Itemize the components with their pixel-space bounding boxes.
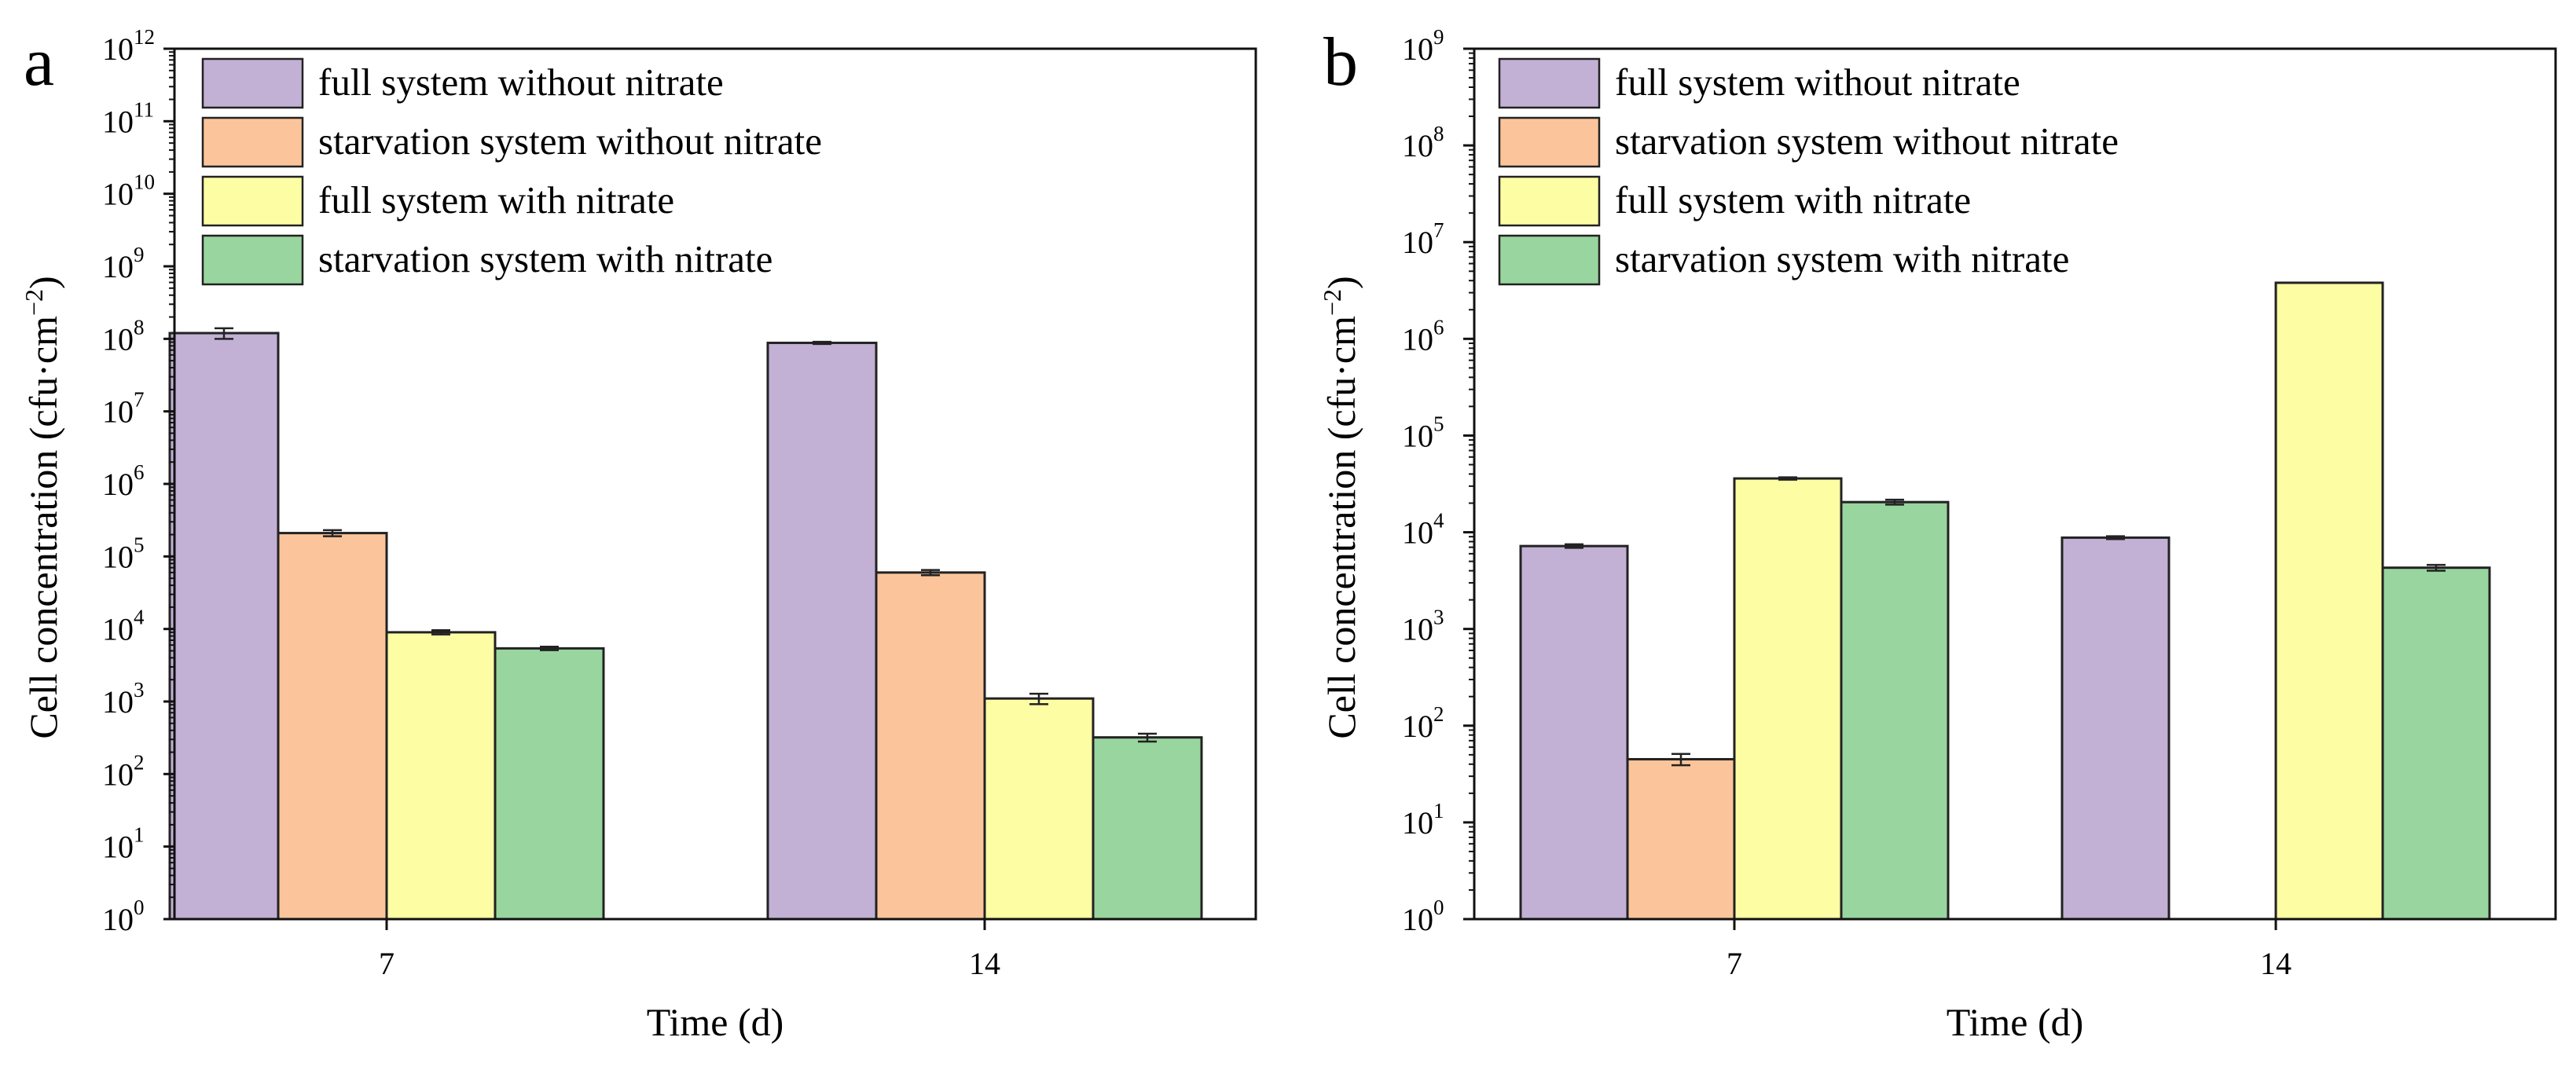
error-bar (431, 629, 450, 636)
bar-2-7 (1626, 757, 1736, 921)
panel-letter: b (1323, 24, 1358, 101)
bar-2-7 (277, 532, 388, 921)
error-bar (2427, 563, 2446, 572)
error-bar (1565, 543, 1583, 549)
legend-label: starvation system with nitrate (318, 237, 772, 280)
bar-4-14 (2381, 566, 2491, 921)
y-tick-label: 108 (102, 315, 145, 357)
y-tick-label: 106 (1402, 315, 1444, 357)
legend-label: starvation system without nitrate (1615, 119, 2119, 163)
y-tick-label: 106 (102, 460, 145, 502)
legend-label: full system without nitrate (1615, 60, 2020, 104)
bar-1-7 (168, 332, 280, 921)
y-tick-label: 101 (1402, 799, 1444, 841)
y-tick-label: 105 (102, 533, 145, 574)
y-tick-label: 101 (102, 823, 145, 865)
y-tick-label: 1012 (102, 25, 155, 67)
legend-swatch (1498, 175, 1601, 227)
panel-a: a 100 101 102 103 104 105 106 107 108 109 1010 1011 1… (20, 24, 1257, 1044)
bar-3-7 (1733, 477, 1843, 921)
y-tick-label: 100 (1402, 896, 1444, 937)
y-tick-label: 107 (102, 388, 145, 430)
bar-3-14 (983, 697, 1095, 921)
bar-4-7 (1840, 500, 1950, 921)
y-tick-label: 105 (1402, 412, 1444, 453)
y-tick-label: 109 (1402, 25, 1444, 67)
legend-label: full system with nitrate (318, 178, 674, 222)
error-bar (1778, 476, 1797, 481)
panel-b: b 100 101 102 103 104 105 106 107 108 109 7 14 Time (… (1318, 24, 2557, 1044)
x-tick-label: 7 (379, 946, 394, 981)
bar-3-14 (2274, 281, 2384, 921)
bar-2-14 (875, 571, 986, 921)
y-tick-label: 103 (102, 678, 145, 720)
legend-swatch (1498, 234, 1601, 286)
legend-swatch (201, 175, 304, 227)
y-tick-label: 103 (1402, 606, 1444, 647)
error-bar (323, 529, 342, 537)
y-tick-label: 1010 (102, 170, 155, 212)
bar-4-14 (1092, 736, 1203, 921)
bar-3-7 (385, 631, 497, 921)
legend-label: starvation system with nitrate (1615, 237, 2069, 280)
plot-frame (1473, 47, 2557, 921)
error-bar (921, 569, 940, 577)
y-axis-title: Cell concentration (cfu·cm−2) (20, 276, 65, 738)
error-bar (1671, 753, 1690, 767)
y-tick-label: 100 (102, 896, 145, 937)
legend-swatch (201, 57, 304, 109)
y-tick-label: 104 (1402, 509, 1444, 551)
bar-4-7 (494, 647, 605, 921)
legend: full system without nitrate starvation sy… (201, 57, 822, 286)
x-tick-label: 7 (1727, 946, 1742, 981)
bar-1-7 (1519, 544, 1629, 921)
y-tick-label: 109 (102, 243, 145, 284)
y-tick-label: 102 (1402, 702, 1444, 744)
legend-swatch (1498, 116, 1601, 168)
legend-swatch (1498, 57, 1601, 109)
x-axis-title: Time (d) (647, 1000, 784, 1044)
legend-label: full system without nitrate (318, 60, 724, 104)
y-axis-title: Cell concentration (cfu·cm−2) (1318, 276, 1363, 738)
y-tick-label: 104 (102, 606, 145, 647)
error-bar (2106, 535, 2125, 540)
y-tick-label: 1011 (102, 97, 154, 139)
x-axis-title: Time (d) (1947, 1000, 2084, 1044)
error-bar (540, 645, 559, 651)
legend-label: starvation system without nitrate (318, 119, 822, 163)
bar-1-14 (766, 341, 878, 921)
legend-swatch (201, 116, 304, 168)
x-tick-label: 14 (969, 946, 1000, 981)
error-bar (1885, 498, 1904, 506)
legend-label: full system with nitrate (1615, 178, 1971, 222)
panel-letter: a (24, 24, 54, 101)
legend: full system without nitrate starvation sy… (1498, 57, 2119, 286)
error-bar (1029, 692, 1048, 705)
legend-swatch (201, 234, 304, 286)
error-bar (813, 340, 831, 346)
y-tick-label: 107 (1402, 218, 1444, 260)
y-tick-label: 102 (102, 750, 145, 792)
error-bar (1138, 732, 1157, 743)
x-tick-label: 14 (2260, 946, 2292, 981)
bar-1-14 (2060, 536, 2171, 921)
y-tick-label: 108 (1402, 122, 1444, 163)
error-bar (215, 327, 233, 340)
